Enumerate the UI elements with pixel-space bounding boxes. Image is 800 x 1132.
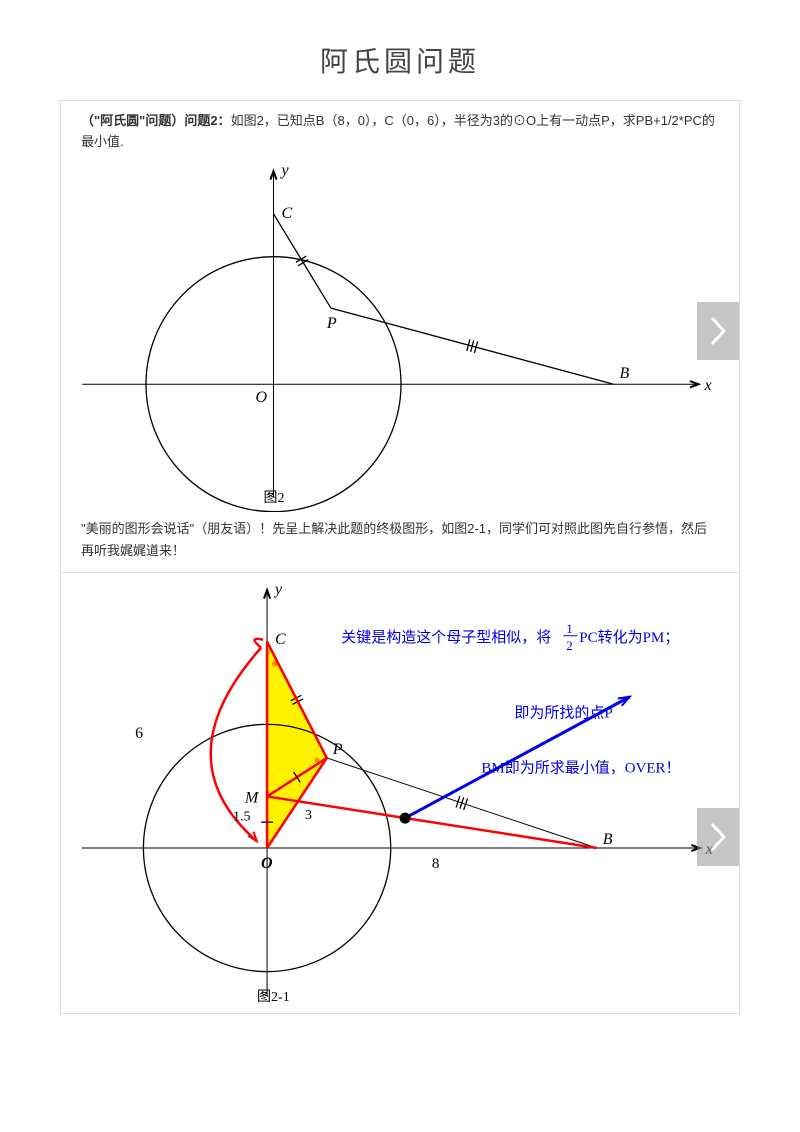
- svg-text:BM即为所求最小值，OVER！: BM即为所求最小值，OVER！: [481, 759, 680, 776]
- svg-text:3: 3: [305, 808, 312, 823]
- next-arrow-2[interactable]: [697, 808, 739, 866]
- svg-text:8: 8: [432, 856, 440, 872]
- figure-1-area: O B C Px y 图2: [61, 157, 739, 512]
- figure-1-svg: O B C Px y 图2: [61, 157, 739, 512]
- panel-problem: （"阿氏圆"问题）问题2：如图2，已知点B（8，0），C（0，6），半径为3的⊙…: [60, 100, 740, 573]
- chevron-right-icon: [709, 316, 727, 346]
- svg-text:即为所找的点P: 即为所找的点P: [514, 704, 612, 721]
- svg-text:x: x: [704, 377, 712, 394]
- svg-text:M: M: [244, 789, 260, 806]
- svg-text:1.5: 1.5: [233, 809, 251, 824]
- svg-text:C: C: [275, 631, 286, 648]
- svg-text:图2: 图2: [264, 491, 285, 506]
- svg-text:图2-1: 图2-1: [257, 990, 290, 1005]
- next-arrow-1[interactable]: [697, 302, 739, 360]
- svg-text:O: O: [256, 389, 268, 406]
- svg-text:PC转化为PM；: PC转化为PM；: [579, 629, 679, 646]
- svg-text:C: C: [282, 204, 293, 221]
- chevron-right-icon: [709, 822, 727, 852]
- figure-2-svg: OBCPMxy1.5368关键是构造这个母子型相似，将12PC转化为PM；即为所…: [61, 573, 739, 1013]
- svg-text:P: P: [326, 315, 337, 332]
- svg-text:P: P: [332, 741, 343, 758]
- panel-solution: OBCPMxy1.5368关键是构造这个母子型相似，将12PC转化为PM；即为所…: [60, 573, 740, 1014]
- svg-text:2: 2: [566, 638, 573, 653]
- svg-text:y: y: [273, 581, 283, 598]
- problem-prefix: （"阿氏圆"问题）问题2：: [81, 113, 231, 128]
- svg-text:y: y: [280, 162, 290, 179]
- svg-text:B: B: [620, 365, 630, 382]
- svg-text:O: O: [261, 855, 273, 872]
- page-container: 阿氏圆问题 （"阿氏圆"问题）问题2：如图2，已知点B（8，0），C（0，6），…: [0, 0, 800, 1034]
- mid-caption: "美丽的图形会说话"（朋友语）！先呈上解决此题的终极图形，如图2-1，同学们可对…: [61, 512, 739, 572]
- problem-statement: （"阿氏圆"问题）问题2：如图2，已知点B（8，0），C（0，6），半径为3的⊙…: [61, 101, 739, 157]
- svg-text:1: 1: [566, 621, 573, 636]
- svg-text:关键是构造这个母子型相似，将: 关键是构造这个母子型相似，将: [341, 629, 551, 646]
- page-title: 阿氏圆问题: [60, 40, 740, 80]
- svg-text:6: 6: [135, 725, 143, 742]
- svg-text:B: B: [603, 831, 613, 848]
- figure-2-area: OBCPMxy1.5368关键是构造这个母子型相似，将12PC转化为PM；即为所…: [61, 573, 739, 1013]
